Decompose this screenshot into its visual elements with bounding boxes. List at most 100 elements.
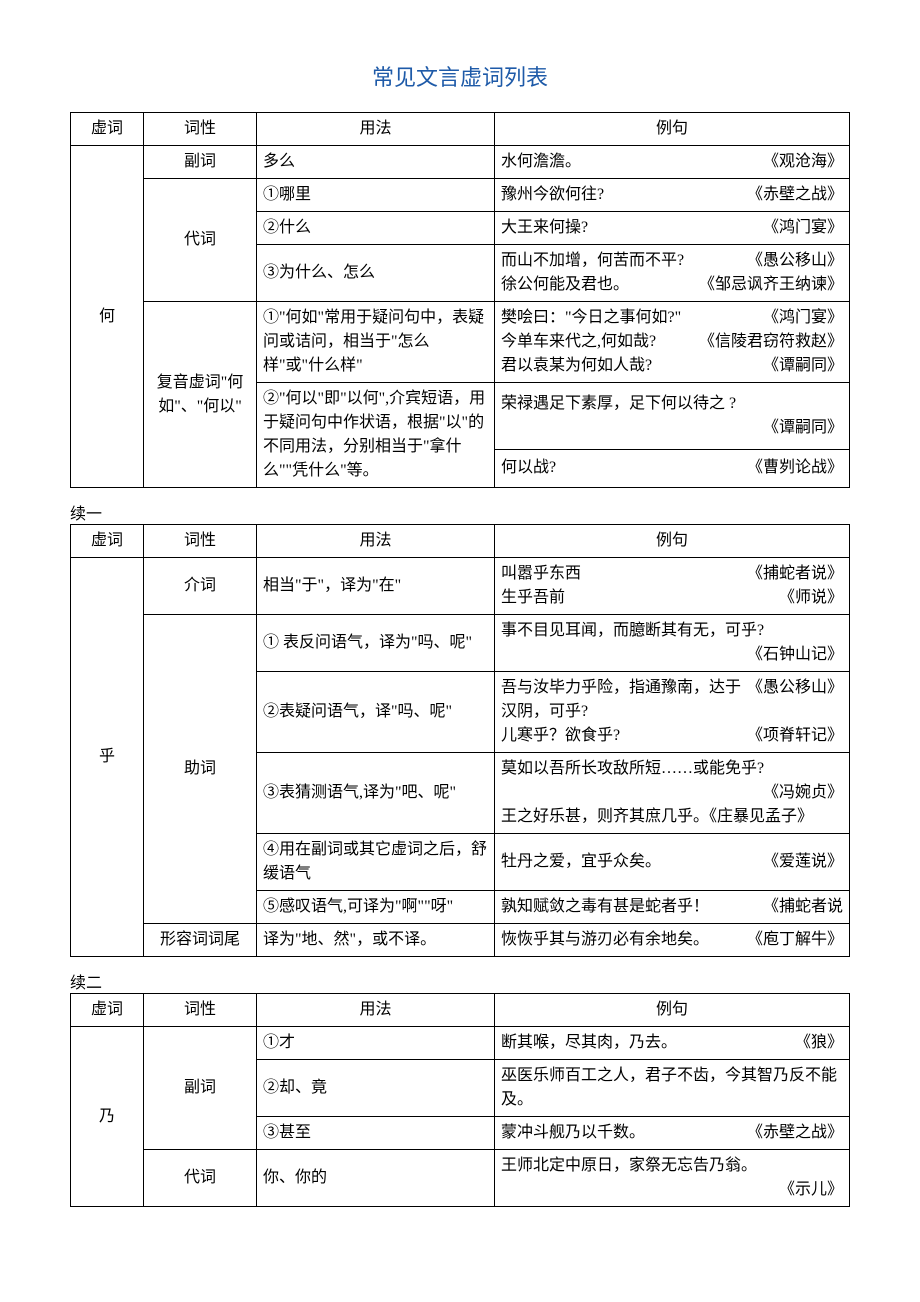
example-source: 《石钟山记》: [747, 643, 843, 667]
example-text: 巫医乐师百工之人，君子不齿，今其智乃反不能及。: [501, 1067, 837, 1108]
cell-cixing: 副词: [144, 1027, 257, 1150]
cell-example: 水何澹澹。 《观沧海》: [495, 146, 850, 179]
col-header-xuci: 虚词: [71, 525, 144, 558]
example-source: 《捕蛇者说: [763, 895, 843, 919]
example-source: 《观沧海》: [763, 150, 843, 174]
cell-yongfa: 你、你的: [257, 1150, 495, 1207]
cell-example: 莫如以吾所长攻敌所短……或能免乎? 《冯婉贞》 王之好乐甚，则齐其庶几乎。《庄暴…: [495, 753, 850, 834]
example-text: 蒙冲斗舰乃以千数。: [501, 1121, 645, 1145]
cell-example: 王师北定中原日，家祭无忘告乃翁。 《示儿》: [495, 1150, 850, 1207]
cell-example: 蒙冲斗舰乃以千数。 《赤壁之战》: [495, 1117, 850, 1150]
cell-example: 事不目见耳闻，而臆断其有无，可乎? 《石钟山记》: [495, 615, 850, 672]
example-source: 《冯婉贞》: [763, 781, 843, 805]
table-row: 乎 介词 相当"于"，译为"在" 叫嚣乎东西《捕蛇者说》 生乎吾前《师说》: [71, 558, 850, 615]
example-source: 《邹忌讽齐王纳谏》: [699, 273, 843, 297]
cell-example: 牡丹之爱，宜乎众矣。《爱莲说》: [495, 834, 850, 891]
col-header-xuci: 虚词: [71, 994, 144, 1027]
table-header-row: 虚词 词性 用法 例句: [71, 525, 850, 558]
cell-example: 断其喉，尽其肉，乃去。 《狼》: [495, 1027, 850, 1060]
example-source: 《爱莲说》: [763, 850, 843, 874]
col-header-xuci: 虚词: [71, 113, 144, 146]
cell-yongfa: ④用在副词或其它虚词之后，舒缓语气: [257, 834, 495, 891]
cell-example: 豫州今欲何往?《赤壁之战》: [495, 179, 850, 212]
example-text: 樊哙曰："今日之事何如?": [501, 306, 681, 330]
cell-char: 何: [71, 146, 144, 488]
cell-example: 而山不加增，何苦而不平? 《愚公移山》 徐公何能及君也。 《邹忌讽齐王纳谏》: [495, 245, 850, 302]
col-header-liju: 例句: [495, 994, 850, 1027]
cell-yongfa: ①才: [257, 1027, 495, 1060]
example-text: 水何澹澹。: [501, 150, 581, 174]
example-text: 儿寒乎？欲食乎?: [501, 724, 620, 748]
example-text: 吾与汝毕力乎险，指通豫南，达于汉阴，可乎?: [501, 676, 747, 724]
page-title: 常见文言虚词列表: [70, 60, 850, 92]
cell-cixing: 复音虚词"何如"、"何以": [144, 302, 257, 488]
cell-example: 叫嚣乎东西 《捕蛇者说》 生乎吾前 《师说》: [495, 558, 850, 615]
example-text: 生乎吾前: [501, 586, 565, 610]
cell-example: 吾与汝毕力乎险，指通豫南，达于汉阴，可乎?《愚公移山》 儿寒乎？欲食乎?《项脊轩…: [495, 672, 850, 753]
cell-yongfa: ③表猜测语气,译为"吧、呢": [257, 753, 495, 834]
example-source: 《曹刿论战》: [747, 456, 843, 480]
cell-yongfa: ②什么: [257, 212, 495, 245]
cell-yongfa: ②表疑问语气，译"吗、呢": [257, 672, 495, 753]
cell-yongfa: 相当"于"，译为"在": [257, 558, 495, 615]
cell-example: 恢恢乎其与游刃必有余地矣。《庖丁解牛》: [495, 924, 850, 957]
cell-yongfa: ①哪里: [257, 179, 495, 212]
table-row: 何 副词 多么 水何澹澹。《观沧海》: [71, 146, 850, 179]
example-text: 王之好乐甚，则齐其庶几乎。《庄暴见孟子》: [501, 808, 813, 825]
example-text: 莫如以吾所长攻敌所短……或能免乎?: [501, 760, 764, 777]
table-row: 复音虚词"何如"、"何以" ①"何如"常用于疑问句中，表疑问或诘问，相当于"怎么…: [71, 302, 850, 383]
example-text: 徐公何能及君也。: [501, 273, 629, 297]
cell-char: 乎: [71, 558, 144, 957]
cell-yongfa: ①"何如"常用于疑问句中，表疑问或诘问，相当于"怎么样"或"什么样": [257, 302, 495, 383]
cell-yongfa: ③甚至: [257, 1117, 495, 1150]
col-header-yongfa: 用法: [257, 113, 495, 146]
cell-example: 大王来何操?《鸿门宴》: [495, 212, 850, 245]
col-header-liju: 例句: [495, 525, 850, 558]
table-row: 形容词词尾 译为"地、然"，或不译。 恢恢乎其与游刃必有余地矣。《庖丁解牛》: [71, 924, 850, 957]
cell-cixing: 代词: [144, 179, 257, 302]
cell-yongfa: 译为"地、然"，或不译。: [257, 924, 495, 957]
example-text: 孰知赋敛之毒有甚是蛇者乎！: [501, 895, 709, 919]
example-source: 《捕蛇者说》: [747, 562, 843, 586]
example-source: 《示儿》: [779, 1178, 843, 1202]
table-row: 代词 你、你的 王师北定中原日，家祭无忘告乃翁。 《示儿》: [71, 1150, 850, 1207]
col-header-yongfa: 用法: [257, 525, 495, 558]
example-text: 王师北定中原日，家祭无忘告乃翁。: [501, 1157, 757, 1174]
cell-yongfa: ① 表反问语气，译为"吗、呢": [257, 615, 495, 672]
cell-cixing: 助词: [144, 615, 257, 924]
example-source: 《狼》: [795, 1031, 843, 1055]
table-row: 代词 ①哪里 豫州今欲何往?《赤壁之战》: [71, 179, 850, 212]
col-header-liju: 例句: [495, 113, 850, 146]
col-header-cixing: 词性: [144, 113, 257, 146]
cell-yongfa: 多么: [257, 146, 495, 179]
cell-yongfa: ⑤感叹语气,可译为"啊""呀": [257, 891, 495, 924]
col-header-cixing: 词性: [144, 994, 257, 1027]
col-header-cixing: 词性: [144, 525, 257, 558]
example-text: 叫嚣乎东西: [501, 562, 581, 586]
table-header-row: 虚词 词性 用法 例句: [71, 113, 850, 146]
example-text: 断其喉，尽其肉，乃去。: [501, 1031, 677, 1055]
cell-example: 荣禄遇足下素厚，足下何以待之 ? 《谭嗣同》: [495, 383, 850, 450]
example-source: 《赤壁之战》: [747, 1121, 843, 1145]
example-text: 君以袁某为何如人哉?: [501, 354, 652, 378]
example-text: 事不目见耳闻，而臆断其有无，可乎?: [501, 622, 764, 639]
table-row: 助词 ① 表反问语气，译为"吗、呢" 事不目见耳闻，而臆断其有无，可乎? 《石钟…: [71, 615, 850, 672]
cell-example: 何以战? 《曹刿论战》: [495, 449, 850, 488]
example-source: 《师说》: [779, 586, 843, 610]
table-he: 虚词 词性 用法 例句 何 副词 多么 水何澹澹。 《观沧海》 代词 ①哪里 豫州…: [70, 112, 850, 488]
cell-yongfa: ②却、竟: [257, 1060, 495, 1117]
example-text: 而山不加增，何苦而不平?: [501, 249, 684, 273]
cell-cixing: 副词: [144, 146, 257, 179]
example-source: 《谭嗣同》: [763, 354, 843, 378]
table-hu: 虚词 词性 用法 例句 乎 介词 相当"于"，译为"在" 叫嚣乎东西《捕蛇者说》…: [70, 524, 850, 957]
cell-cixing: 形容词词尾: [144, 924, 257, 957]
cell-cixing: 代词: [144, 1150, 257, 1207]
example-source: 《赤壁之战》: [747, 183, 843, 207]
example-source: 《谭嗣同》: [763, 416, 843, 440]
example-source: 《愚公移山》: [747, 676, 843, 724]
example-source: 《愚公移山》: [747, 249, 843, 273]
example-text: 今单车来代之,何如哉?: [501, 330, 656, 354]
example-text: 大王来何操?: [501, 216, 588, 240]
example-text: 何以战?: [501, 456, 556, 480]
example-source: 《信陵君窃符救赵》: [699, 330, 843, 354]
